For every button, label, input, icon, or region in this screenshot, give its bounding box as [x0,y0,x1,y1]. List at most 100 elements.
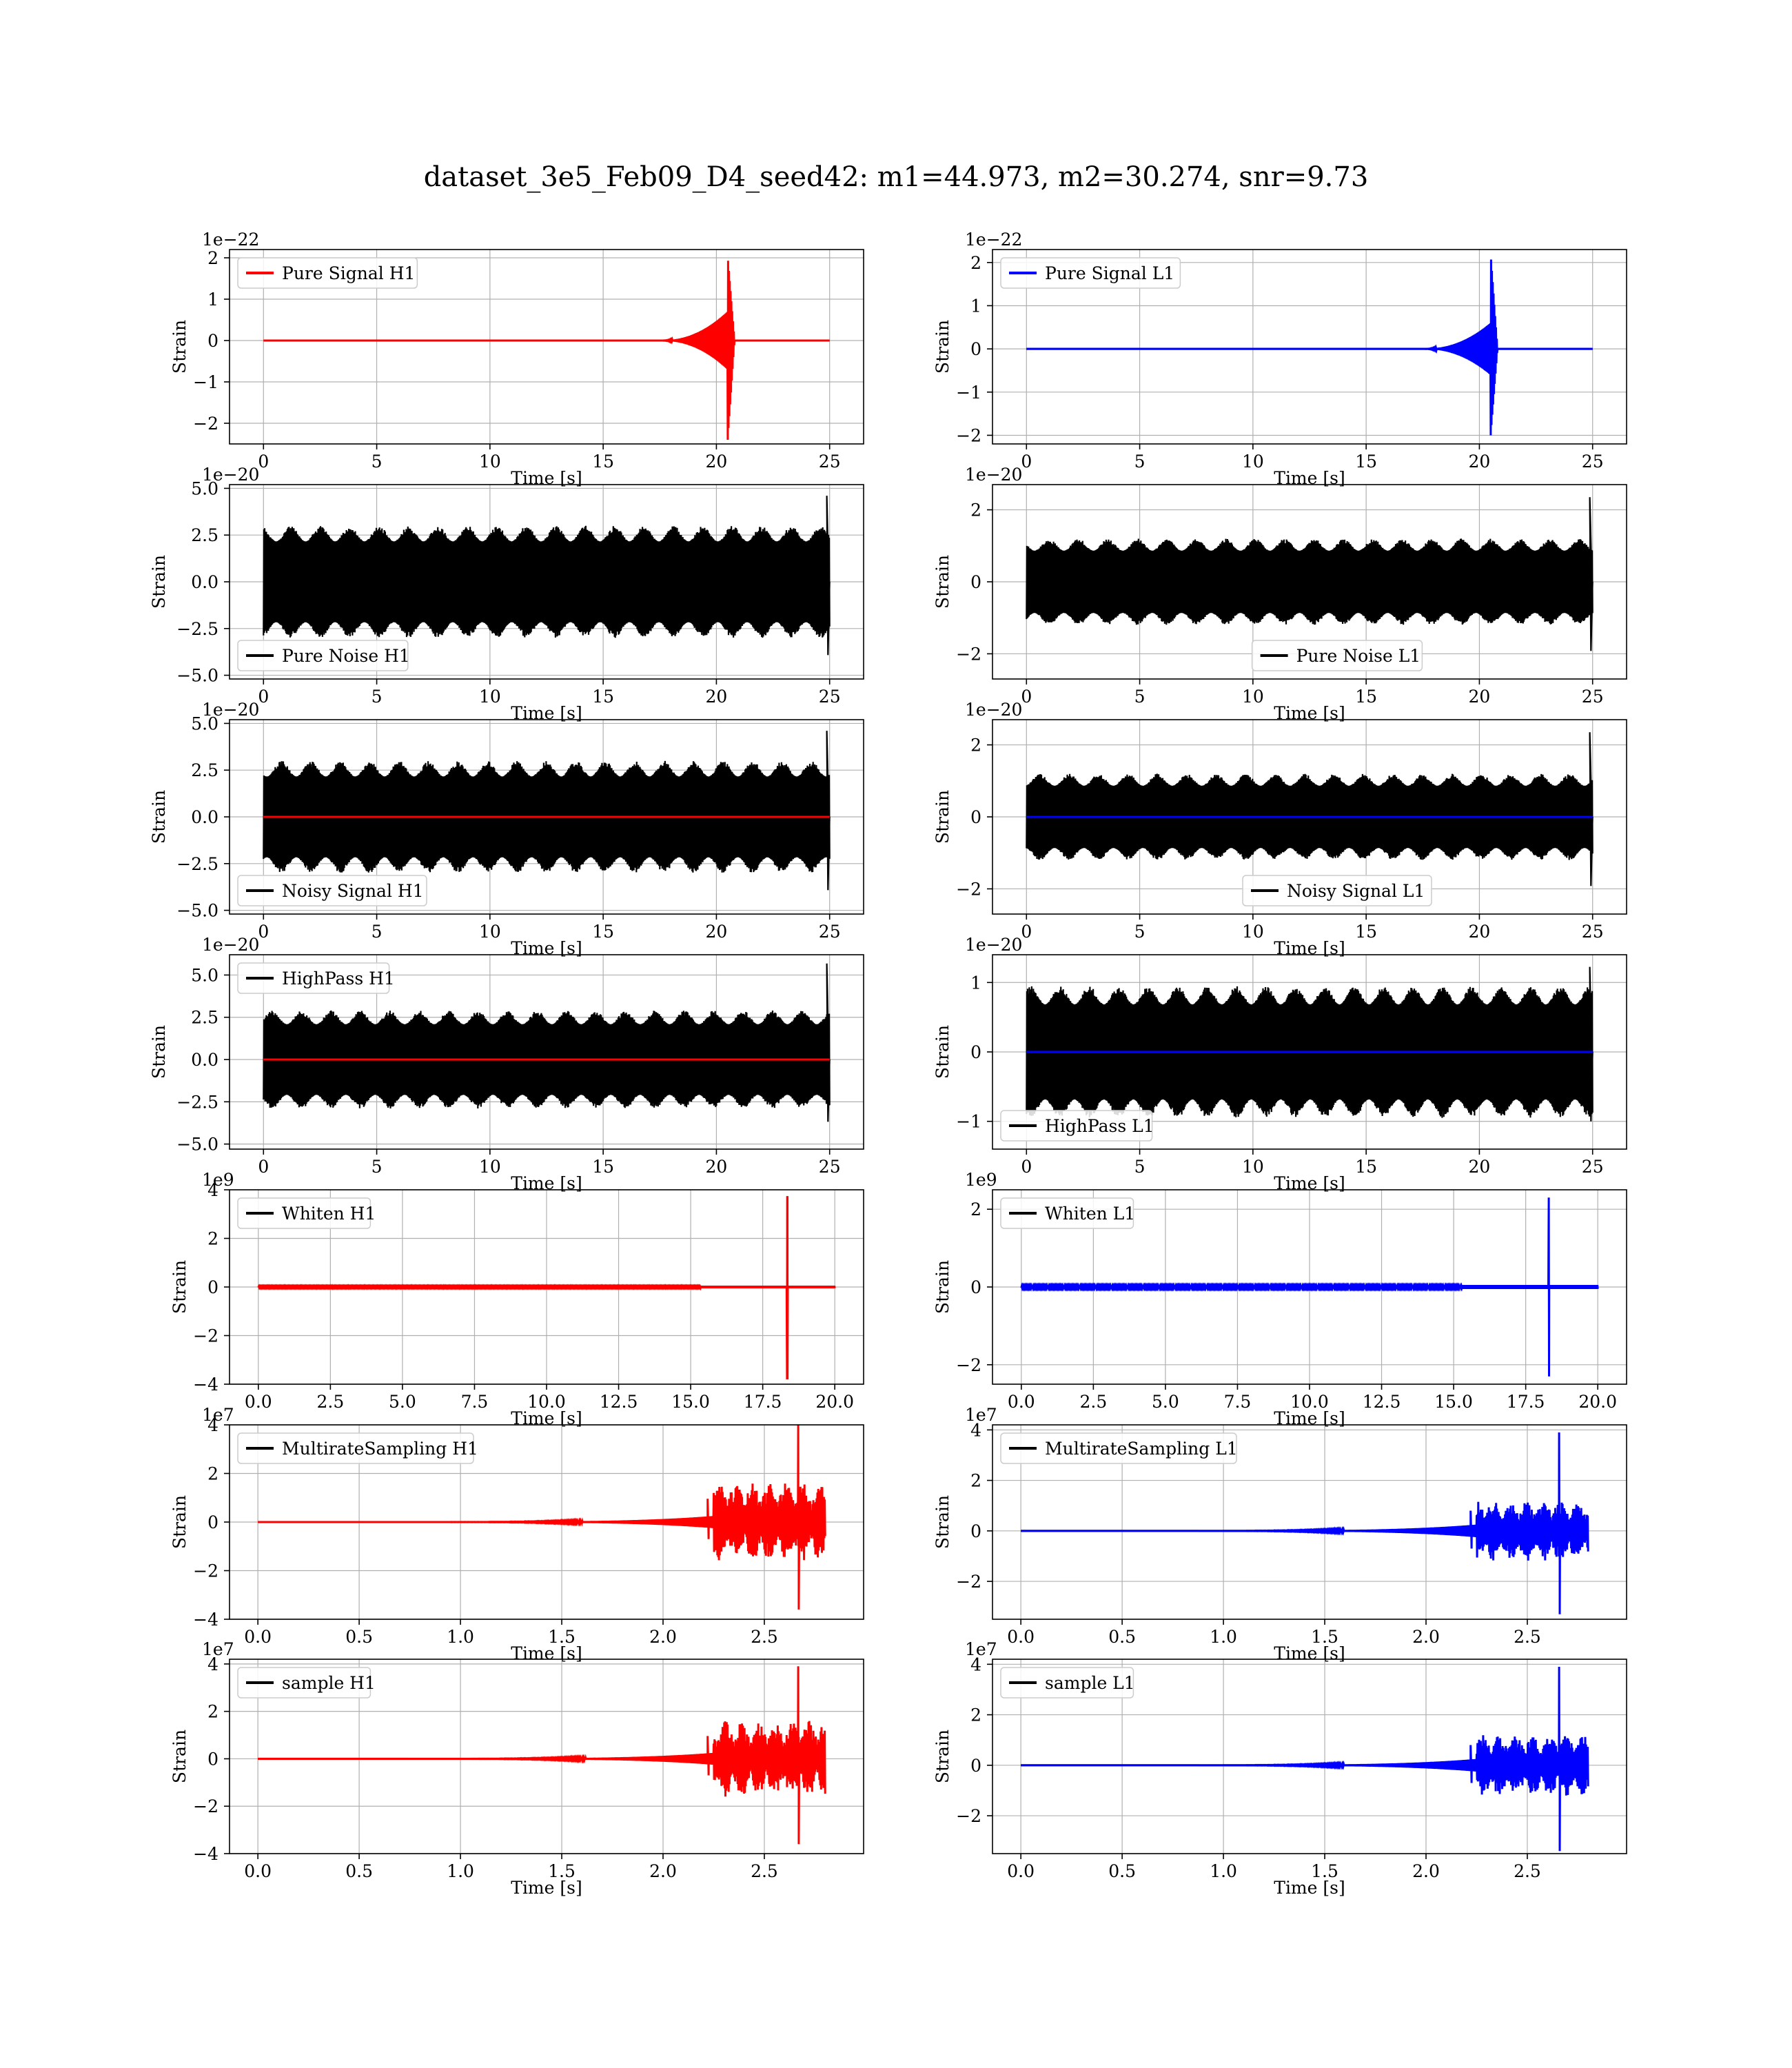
x-axis-label: Time [s] [511,1878,582,1898]
y-tick-label: −2.5 [176,1092,218,1112]
y-tick-label: 0 [970,339,981,359]
y-tick-label: −2 [956,1806,981,1826]
legend-label: Noisy Signal H1 [282,881,424,901]
x-tick-label: 0 [258,922,269,942]
y-tick-label: −5.0 [176,666,218,686]
x-tick-label: 2.0 [649,1861,677,1881]
x-tick-label: 0.5 [1108,1627,1136,1647]
y-tick-label: 2 [970,253,981,273]
legend-label: MultirateSampling L1 [1045,1439,1238,1459]
x-tick-label: 1.0 [1210,1627,1237,1647]
x-tick-label: 5 [371,1157,383,1177]
y-tick-label: 2 [207,1702,218,1722]
y-tick-label: 5.0 [191,965,218,985]
x-tick-label: 1.5 [548,1627,576,1647]
subplot-6-1: 0.0 0.5 1.0 1.5 2.0 2.5 −2 0 2 4 Time [s] Strain 1e7… [933,1639,1627,1898]
y-tick-label: 2.5 [191,525,218,545]
legend: sample L1 [1000,1667,1135,1699]
x-tick-label: 17.5 [1507,1392,1545,1412]
legend: HighPass L1 [1000,1110,1154,1142]
y-axis-label: Strain [149,1025,169,1079]
y-tick-label: −4 [193,1375,218,1395]
y-tick-label: 0.0 [191,572,218,592]
axis-offset-label: 1e−20 [965,465,1022,485]
y-tick-label: 0 [970,1756,981,1776]
y-tick-label: 2 [970,1471,981,1491]
y-axis-label: Strain [933,1025,953,1079]
axis-offset-label: 1e9 [965,1170,997,1190]
axis-offset-label: 1e7 [202,1639,234,1659]
x-tick-label: 10 [1242,922,1264,942]
y-tick-label: 2 [970,736,981,756]
legend-label: Whiten L1 [1045,1204,1135,1224]
y-tick-label: −2 [956,425,981,445]
y-axis-label: Strain [149,555,169,609]
y-tick-label: 0 [970,1042,981,1062]
x-tick-label: 25 [819,922,841,942]
legend-label: Noisy Signal L1 [1287,881,1425,901]
series-line [1026,497,1594,651]
legend-label: sample L1 [1045,1673,1135,1693]
x-tick-label: 25 [1582,1157,1604,1177]
x-tick-label: 5 [1134,687,1146,707]
y-tick-label: −1 [956,1112,981,1132]
x-tick-label: 12.5 [600,1392,638,1412]
x-tick-label: 10 [479,452,501,472]
y-tick-label: 0.0 [191,807,218,827]
y-tick-label: 0 [207,331,218,351]
y-tick-label: −2 [956,1572,981,1592]
series-line [263,731,831,891]
x-tick-label: 15 [592,922,614,942]
legend: MultirateSampling H1 [237,1432,478,1464]
x-tick-label: 20 [706,452,728,472]
axes-frame [229,249,864,445]
subplot-6-0: 0.0 0.5 1.0 1.5 2.0 2.5 −4 −2 0 2 4 Time [s] Strain 1… [170,1639,864,1898]
x-tick-label: 20.0 [815,1392,854,1412]
y-tick-label: 0 [970,572,981,592]
legend-box [237,640,409,671]
y-axis-label: Strain [933,790,953,844]
y-tick-label: 0 [970,807,981,827]
y-tick-label: 2.5 [191,760,218,780]
x-tick-label: 15.0 [671,1392,710,1412]
series-line [1026,966,1594,1122]
x-axis-label: Time [s] [511,1643,582,1663]
x-tick-label: 10 [1242,687,1264,707]
axis-offset-label: 1e−20 [202,700,259,720]
x-tick-label: 0.5 [345,1861,373,1881]
y-tick-label: 4 [207,1415,218,1435]
y-axis-label: Strain [933,1495,953,1549]
legend-label: sample H1 [282,1673,376,1693]
y-tick-label: 0.0 [191,1050,218,1070]
x-tick-label: 5.0 [1152,1392,1179,1412]
x-tick-label: 2.5 [1514,1627,1541,1647]
x-tick-label: 17.5 [744,1392,782,1412]
x-tick-label: 2.5 [751,1861,778,1881]
x-tick-label: 2.0 [1412,1627,1440,1647]
legend: HighPass H1 [237,962,395,994]
x-tick-label: 20 [706,687,728,707]
figure-title: dataset_3e5_Feb09_D4_seed42: m1=44.973, … [424,161,1369,193]
legend: sample H1 [237,1667,376,1699]
x-tick-label: 1.5 [1311,1627,1338,1647]
legend-label: HighPass H1 [282,969,395,989]
x-tick-label: 15 [1355,1157,1377,1177]
legend-box [237,1432,474,1464]
subplot-5-0: 0.0 0.5 1.0 1.5 2.0 2.5 −4 −2 0 2 4 Time [s] Strain 1… [170,1405,864,1663]
x-tick-label: 12.5 [1363,1392,1401,1412]
x-tick-label: 15 [592,687,614,707]
x-tick-label: 15 [592,452,614,472]
x-tick-label: 10 [479,687,501,707]
x-tick-label: 15.0 [1434,1392,1473,1412]
x-tick-label: 10.0 [1290,1392,1329,1412]
x-tick-label: 2.0 [649,1627,677,1647]
legend: Noisy Signal L1 [1242,875,1432,906]
x-tick-label: 15 [1355,452,1377,472]
